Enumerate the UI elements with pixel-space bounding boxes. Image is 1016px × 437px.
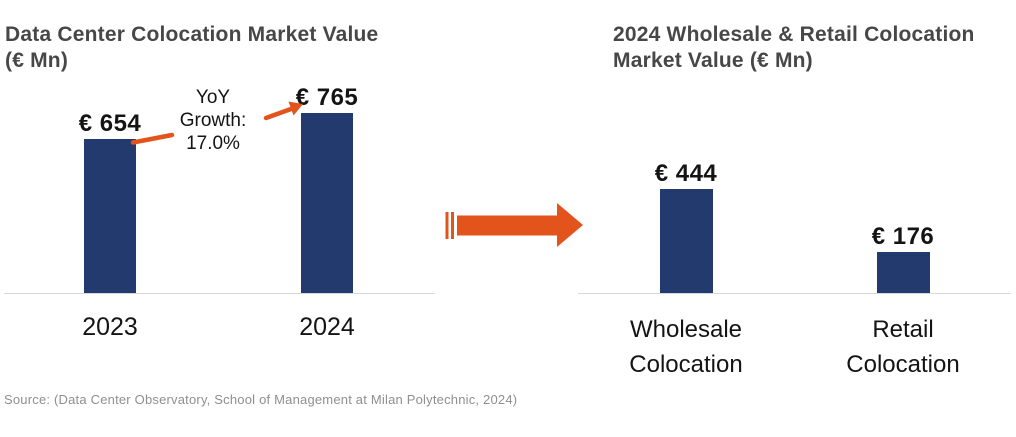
bar-value-label-retail: € 176 <box>871 222 935 250</box>
bar-category-label-2024: 2024 <box>299 313 355 341</box>
right-chart-title: 2024 Wholesale & Retail Colocation Marke… <box>613 23 975 72</box>
bar-category-label-wholesale: Wholesale Colocation <box>629 316 743 378</box>
yoy-annotation-line3: 17.0% <box>186 133 240 155</box>
bar-2024 <box>301 113 353 293</box>
bar-category-label-2023: 2023 <box>82 313 138 341</box>
left-chart-baseline <box>4 293 435 294</box>
bar-value-label-2024: € 765 <box>295 84 359 111</box>
yoy-annotation-line1: YoY <box>195 87 231 108</box>
bar-value-label-2023: € 654 <box>78 110 142 138</box>
transition-block-arrow-icon <box>445 203 583 247</box>
bar-wholesale-colocation <box>660 188 713 293</box>
bar-2023 <box>84 139 136 293</box>
right-chart-baseline <box>578 293 1011 294</box>
yoy-growth-annotation: YoY Growth: 17.0% <box>150 86 276 156</box>
bar-category-label-retail: Retail Colocation <box>846 316 960 378</box>
left-chart-title: Data Center Colocation Market Value (€ M… <box>5 23 379 72</box>
source-note: Source: (Data Center Observatory, School… <box>4 392 518 407</box>
yoy-annotation-line2: Growth: <box>179 110 247 132</box>
bar-retail-colocation <box>877 251 930 293</box>
bar-value-label-wholesale: € 444 <box>654 159 718 187</box>
